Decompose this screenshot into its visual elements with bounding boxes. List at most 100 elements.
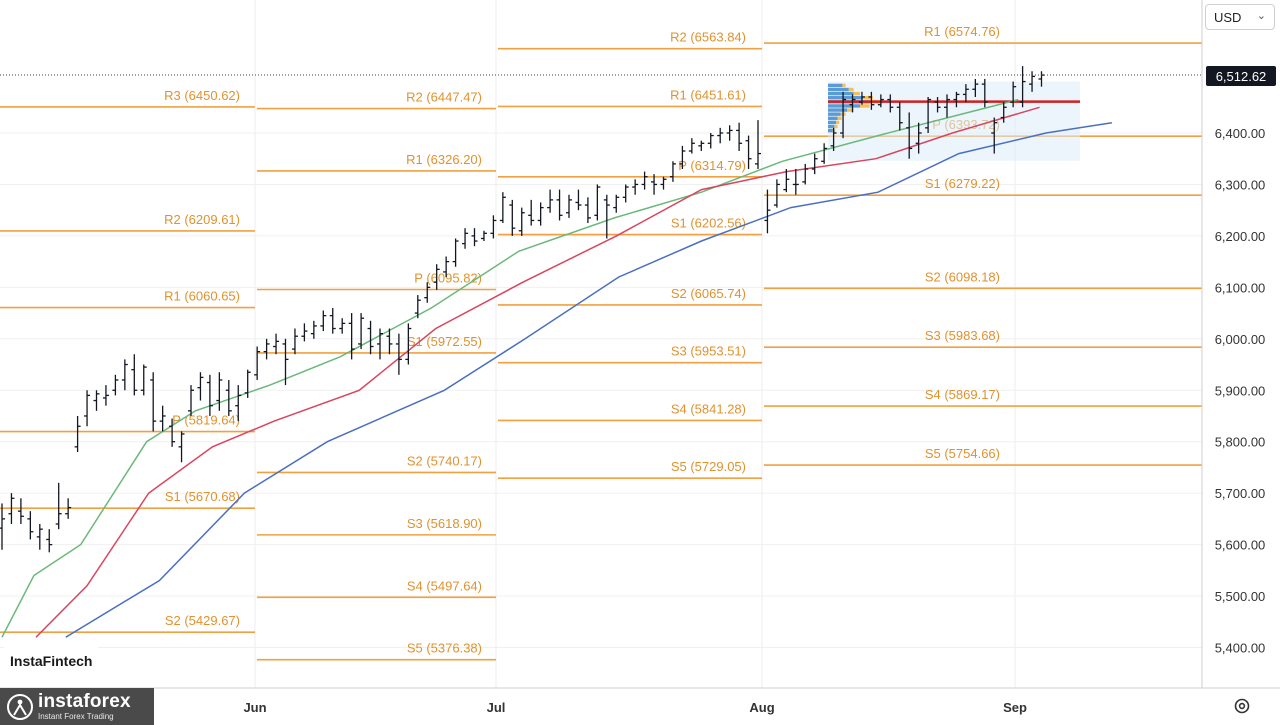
pivot-label: P (6095.82): [414, 271, 482, 286]
pivot-label: S3 (5983.68): [925, 328, 1000, 343]
pivot-label: S1 (5972.55): [407, 334, 482, 349]
ohlc-bar: [206, 374, 213, 416]
profile-bar-buy: [828, 104, 860, 108]
ohlc-bar: [679, 145, 686, 170]
ohlc-bar: [178, 431, 185, 463]
x-tick-label: Jul: [487, 700, 506, 715]
profile-bar-sell: [863, 96, 873, 100]
ohlc-bar: [102, 385, 109, 406]
ohlc-bar: [358, 313, 365, 350]
ohlc-bar: [764, 189, 771, 234]
ohlc-bar: [537, 202, 544, 226]
ohlc-bar: [991, 117, 998, 154]
pivot-label: S2 (5429.67): [165, 613, 240, 628]
ohlc-bar: [566, 194, 572, 218]
pivot-label: S1 (6279.22): [925, 176, 1000, 191]
ohlc-bar: [584, 197, 591, 224]
y-tick-label: 6,000.00: [1215, 332, 1266, 347]
ohlc-bar: [688, 138, 695, 154]
ohlc-bar: [953, 91, 960, 108]
pivot-label: S4 (5497.64): [407, 578, 482, 593]
instaforex-logo: instaforex Instant Forex Trading: [0, 688, 154, 725]
x-tick-label: Aug: [749, 700, 774, 715]
pivot-label: R1 (6574.76): [924, 24, 1000, 39]
pivot-label: S1 (6202.56): [671, 216, 746, 231]
ohlc-bar: [263, 338, 270, 360]
profile-bar-buy: [828, 96, 864, 100]
ohlc-bar: [830, 127, 837, 152]
ohlc-bar: [84, 390, 91, 427]
ohlc-bar: [934, 96, 941, 113]
pivot-label: S2 (6065.74): [671, 286, 746, 301]
profile-bar-buy: [828, 91, 854, 96]
ohlc-bar: [310, 320, 317, 339]
settings-button[interactable]: [1230, 694, 1254, 718]
ohlc-bar: [944, 94, 950, 118]
profile-bar-sell: [836, 120, 840, 125]
ohlc-bar: [717, 127, 724, 144]
currency-selector[interactable]: USD ⌄: [1205, 4, 1275, 30]
y-tick-label: 5,700.00: [1215, 486, 1266, 501]
y-tick-label: 5,500.00: [1215, 589, 1266, 604]
ohlc-bar: [669, 161, 676, 182]
ohlc-bar: [773, 179, 780, 208]
ohlc-bar: [291, 328, 298, 355]
ohlc-bar: [424, 282, 431, 303]
ohlc-bar: [8, 493, 15, 525]
ohlc-bar: [490, 215, 497, 239]
pivot-label: S3 (5953.51): [671, 344, 746, 359]
pivot-label: S3 (5618.90): [407, 516, 482, 531]
x-tick-label: Jun: [243, 700, 266, 715]
value-area-box: [828, 81, 1080, 161]
ohlc-bar: [840, 91, 847, 139]
ohlc-bar: [736, 122, 743, 152]
profile-bar-buy: [828, 124, 835, 129]
ohlc-bar: [46, 529, 53, 553]
y-tick-label: 6,200.00: [1215, 229, 1266, 244]
ohlc-bar: [726, 125, 733, 141]
pivot-levels: R3 (6450.62) R2 (6209.61) R1 (6060.65) P (5…: [0, 24, 1202, 661]
ohlc-bar: [462, 228, 469, 249]
pivot-label: S5 (5729.05): [671, 459, 746, 474]
logo-name: instaforex: [38, 691, 131, 712]
y-tick-label: 6,300.00: [1215, 177, 1266, 192]
ohlc-bar: [849, 94, 856, 113]
ohlc-bar: [858, 91, 865, 105]
ohlc-bar: [329, 307, 336, 334]
ohlc-bar: [575, 189, 582, 211]
moving-averages: [1, 98, 1113, 638]
profile-bar-sell: [837, 116, 842, 120]
ohlc-bar: [140, 364, 147, 396]
pivot-label: R3 (6450.62): [164, 88, 240, 103]
ohlc-bar: [17, 498, 24, 525]
ohlc-bar: [320, 310, 327, 332]
moving-average-line: [65, 121, 1113, 638]
ohlc-bar: [1010, 81, 1017, 108]
ohlc-bar: [235, 385, 242, 422]
profile-bar-sell: [834, 124, 838, 129]
pivot-label: R1 (6451.61): [670, 87, 746, 102]
y-tick-label: 5,800.00: [1215, 435, 1266, 450]
ohlc-bar: [698, 140, 705, 152]
ohlc-bar: [169, 418, 176, 447]
pivot-label: S5 (5376.38): [407, 641, 482, 656]
profile-bar-buy: [828, 128, 833, 133]
moving-average-line: [35, 106, 1040, 638]
watermark-label: InstaFintech: [4, 646, 99, 676]
ohlc-bar: [159, 405, 166, 432]
ohlc-bar: [518, 207, 525, 236]
ohlc-bar: [377, 328, 383, 360]
profile-bar-sell: [842, 83, 846, 88]
pivot-label: S1 (5670.68): [165, 489, 240, 504]
pivot-label: P (6314.79): [678, 158, 746, 173]
ohlc-bar: [121, 359, 128, 391]
currency-label: USD: [1214, 9, 1242, 25]
ohlc-bar: [74, 415, 81, 452]
profile-bar-sell: [847, 108, 854, 112]
ohlc-bar: [603, 194, 610, 239]
pivot-label: R1 (6326.20): [406, 152, 482, 167]
ohlc-bar: [1019, 66, 1026, 108]
y-tick-label: 5,600.00: [1215, 538, 1266, 553]
